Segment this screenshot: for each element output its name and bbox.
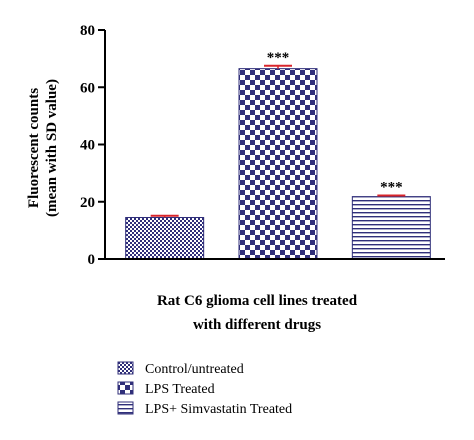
x-axis-label-line-2: with different drugs	[193, 317, 321, 333]
significance-label-2: ***	[267, 50, 290, 66]
y-tick-label-80: 80	[80, 23, 95, 39]
bar-3	[351, 196, 431, 260]
y-tick-label-0: 0	[88, 252, 96, 268]
y-axis-label-line-1: Fluorescent counts	[26, 88, 42, 208]
legend: Control/untreated LPS Treated LPS+ Simvast…	[117, 361, 292, 417]
legend-swatch-2	[117, 381, 134, 395]
plot-area: *** *** 0 20 40 60 80	[80, 23, 445, 268]
legend-label-3: LPS+ Simvastatin Treated	[145, 402, 292, 417]
y-tick-label-40: 40	[80, 138, 95, 154]
y-tick-label-20: 20	[80, 195, 95, 211]
legend-swatch-3	[117, 401, 134, 415]
y-axis-label-line-2: (mean with SD value)	[44, 79, 60, 217]
x-axis-label-line-1: Rat C6 glioma cell lines treated	[157, 293, 358, 309]
significance-label-3: ***	[380, 179, 403, 195]
bar-1	[125, 216, 205, 260]
y-tick-label-60: 60	[80, 80, 95, 96]
legend-label-1: Control/untreated	[145, 362, 244, 377]
legend-label-2: LPS Treated	[145, 382, 215, 397]
bar-2	[238, 68, 318, 260]
legend-swatch-1	[117, 361, 134, 375]
